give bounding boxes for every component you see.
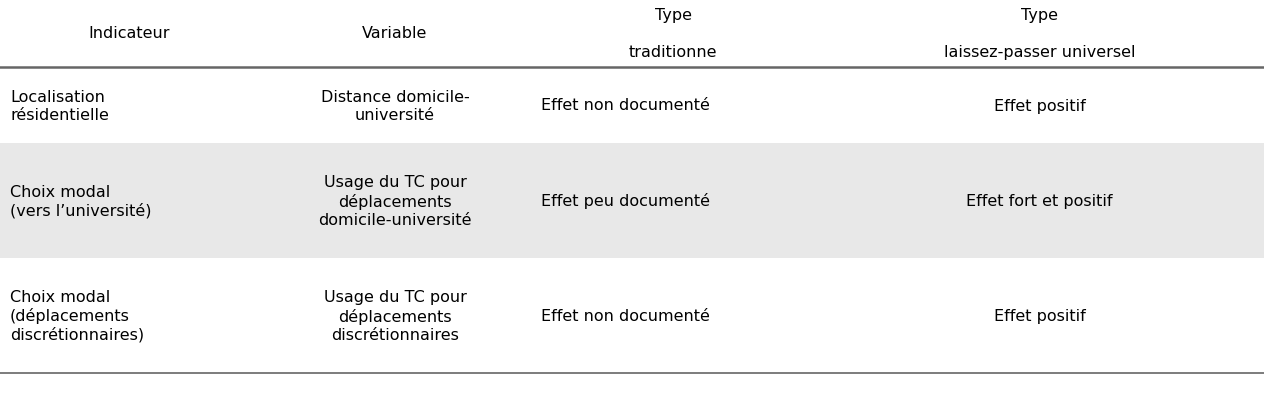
Text: Effet positif: Effet positif (994, 308, 1086, 323)
Text: Distance domicile-
université: Distance domicile- université (321, 89, 469, 122)
Text: Indicateur: Indicateur (88, 26, 171, 41)
Text: traditionne: traditionne (628, 45, 718, 60)
Text: Choix modal
(vers l’université): Choix modal (vers l’université) (10, 184, 152, 218)
Text: Effet positif: Effet positif (994, 98, 1086, 113)
Text: Type: Type (1021, 8, 1058, 23)
Text: Effet fort et positif: Effet fort et positif (967, 194, 1112, 209)
Bar (0, 258, 1264, 373)
Bar (0, 144, 1264, 258)
Text: Usage du TC pour
déplacements
discrétionnaires: Usage du TC pour déplacements discrétion… (324, 290, 466, 342)
Text: Usage du TC pour
déplacements
domicile-université: Usage du TC pour déplacements domicile-u… (319, 175, 471, 227)
Text: Localisation
résidentielle: Localisation résidentielle (10, 89, 109, 122)
Text: Type: Type (655, 8, 691, 23)
Text: Effet non documenté: Effet non documenté (541, 98, 710, 113)
Text: Effet peu documenté: Effet peu documenté (541, 193, 710, 209)
Text: Effet non documenté: Effet non documenté (541, 308, 710, 323)
Text: laissez-passer universel: laissez-passer universel (944, 45, 1135, 60)
Text: Variable: Variable (363, 26, 427, 41)
Bar (0, 68, 1264, 144)
Text: Choix modal
(déplacements
discrétionnaires): Choix modal (déplacements discrétionnair… (10, 289, 144, 342)
